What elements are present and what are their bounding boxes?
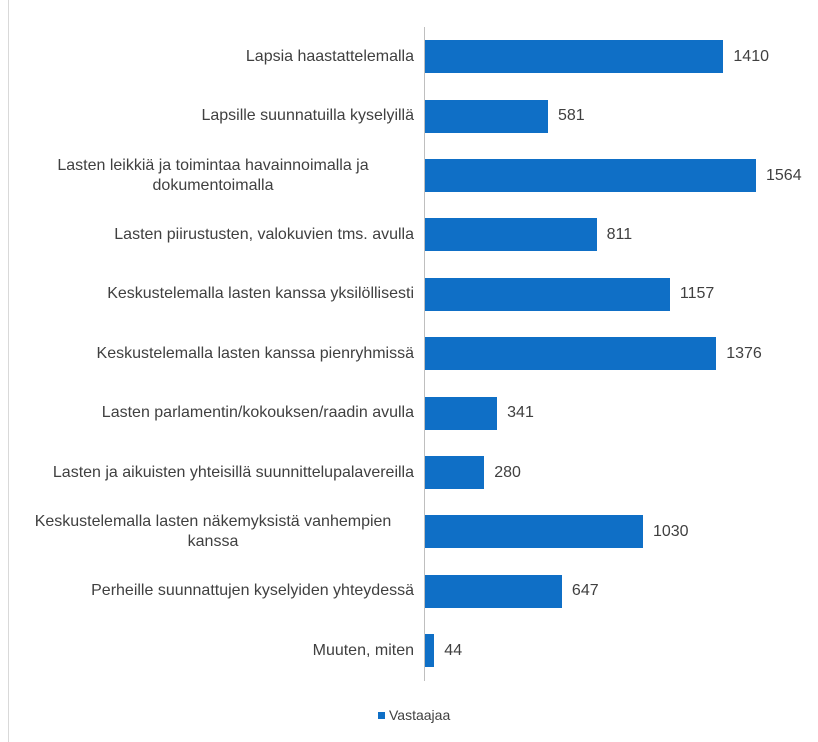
axis-line <box>424 27 425 681</box>
legend-label: Vastaajaa <box>389 707 451 723</box>
bar <box>425 218 597 252</box>
category-text: Lapsia haastattelemalla <box>245 47 414 65</box>
value-label: 581 <box>557 107 585 125</box>
category-label: Lapsia haastattelemalla <box>12 32 414 82</box>
bar <box>425 634 435 668</box>
category-text: Keskustelemalla lasten kanssa pienryhmis… <box>96 344 414 362</box>
category-label: Lasten ja aikuisten yhteisillä suunnitte… <box>12 448 414 498</box>
category-label: Muuten, miten <box>12 626 414 676</box>
bar <box>425 99 548 133</box>
category-label: Lasten leikkiä ja toimintaa havainnoimal… <box>12 151 414 201</box>
value-label: 1376 <box>726 344 762 362</box>
category-text: Lapsille suunnatuilla kyselyillä <box>201 107 414 125</box>
value-label: 280 <box>494 463 521 481</box>
category-label: Keskustelemalla lasten näkemyksistä vanh… <box>12 507 414 557</box>
bar <box>425 456 485 489</box>
bar <box>425 277 670 311</box>
value-label: 811 <box>606 225 633 243</box>
category-label: Lasten parlamentin/kokouksen/raadin avul… <box>12 388 414 438</box>
value-label: 1410 <box>733 47 769 65</box>
legend-swatch <box>378 711 385 719</box>
category-label: Keskustelemalla lasten kanssa yksilöllis… <box>12 269 414 319</box>
bar <box>425 574 562 608</box>
value-label: 1157 <box>679 285 715 303</box>
bar <box>425 515 643 549</box>
category-text: Lasten ja aikuisten yhteisillä suunnitte… <box>52 463 414 481</box>
value-label: 647 <box>571 582 599 600</box>
bar <box>425 337 717 371</box>
left-border <box>8 0 9 742</box>
value-label: 1564 <box>766 166 802 184</box>
value-label: 1030 <box>652 522 689 540</box>
bar <box>425 40 724 74</box>
category-text: Lasten parlamentin/kokouksen/raadin avul… <box>101 404 414 422</box>
category-text: Lasten leikkiä ja toimintaa havainnoimal… <box>57 156 369 194</box>
value-label: 341 <box>507 404 534 422</box>
category-text: Keskustelemalla lasten näkemyksistä vanh… <box>34 512 392 550</box>
value-label: 44 <box>444 641 463 659</box>
bar <box>425 396 498 430</box>
category-label: Lapsille suunnatuilla kyselyillä <box>12 91 414 141</box>
category-text: Keskustelemalla lasten kanssa yksilöllis… <box>107 285 414 303</box>
category-label: Keskustelemalla lasten kanssa pienryhmis… <box>12 329 414 379</box>
category-label: Lasten piirustusten, valokuvien tms. avu… <box>12 210 414 260</box>
category-text: Lasten piirustusten, valokuvien tms. avu… <box>114 225 414 243</box>
bar <box>425 159 756 192</box>
legend: Vastaajaa <box>378 707 450 723</box>
category-label: Perheille suunnattujen kyselyiden yhteyd… <box>12 566 414 616</box>
category-text: Muuten, miten <box>312 641 414 659</box>
category-text: Perheille suunnattujen kyselyiden yhteyd… <box>91 582 414 600</box>
